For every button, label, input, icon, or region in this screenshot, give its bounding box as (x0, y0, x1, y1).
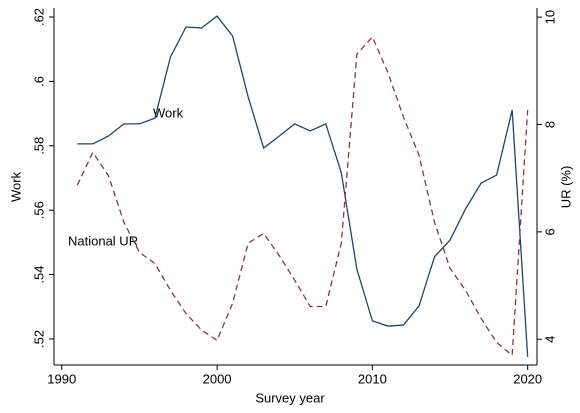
x-axis-title: Survey year (255, 390, 325, 405)
y-tick-label: .54 (31, 266, 46, 284)
y2-tick-label: 6 (542, 228, 557, 235)
y-axis-title: Work (8, 171, 23, 202)
x-tick-label: 2020 (513, 371, 542, 386)
y2-axis-title: UR (%) (558, 166, 573, 209)
y-tick-label: .56 (31, 201, 46, 219)
y-tick-label: .52 (31, 330, 46, 348)
annotation: National UR (68, 233, 138, 248)
series-line (76, 35, 529, 357)
x-tick-label: 2010 (358, 371, 387, 386)
series-line (77, 15, 529, 357)
annotation: Work (153, 105, 184, 120)
x-tick-label: 2000 (203, 371, 232, 386)
y2-tick-label: 4 (542, 336, 557, 343)
y-tick-label: .6 (31, 76, 46, 87)
x-tick-label: 1990 (47, 371, 76, 386)
y-tick-label: .58 (31, 137, 46, 155)
y-tick-label: .62 (31, 8, 46, 26)
y2-tick-label: 10 (542, 10, 557, 24)
y2-tick-label: 8 (542, 121, 557, 128)
